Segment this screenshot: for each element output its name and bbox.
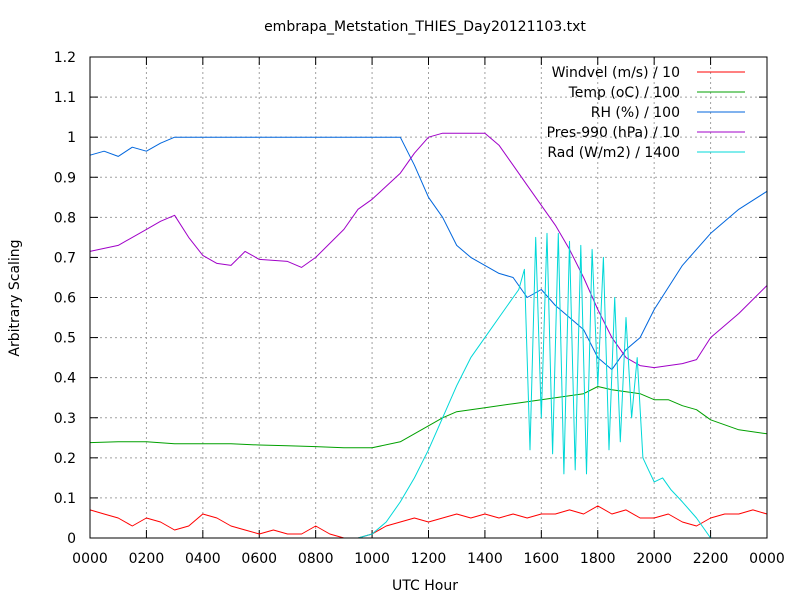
y-tick-label: 0.9 — [54, 170, 76, 186]
x-tick-label: 1600 — [524, 551, 560, 567]
legend-label: Pres-990 (hPa) / 10 — [547, 125, 680, 141]
x-axis-label: UTC Hour — [392, 578, 458, 594]
series-line-4 — [357, 232, 712, 539]
legend-label: RH (%) / 100 — [591, 105, 680, 121]
y-tick-label: 1.1 — [54, 90, 76, 106]
x-tick-label: 0800 — [298, 551, 334, 567]
x-tick-label: 1400 — [467, 551, 503, 567]
axis-ticks: 0 0.1 0.2 0.3 0.4 0.5 0.6 0.7 0.8 0.9 1 1.1 1.2 0000 0… — [54, 50, 785, 567]
x-tick-label: 2000 — [636, 551, 672, 567]
x-tick-label: 1200 — [411, 551, 447, 567]
x-tick-label: 0600 — [241, 551, 277, 567]
y-tick-label: 0.6 — [54, 291, 76, 307]
x-tick-label: 0200 — [129, 551, 165, 567]
y-tick-label: 0.7 — [54, 250, 76, 266]
y-tick-label: 0.2 — [54, 451, 76, 467]
y-tick-label: 0.1 — [54, 491, 76, 507]
y-tick-label: 0 — [67, 531, 76, 547]
legend-label: Windvel (m/s) / 10 — [552, 65, 680, 81]
y-tick-label: 0.3 — [54, 411, 76, 427]
x-tick-label: 0000 — [72, 551, 108, 567]
x-tick-label: 2200 — [693, 551, 729, 567]
series-line-0 — [89, 505, 768, 539]
x-tick-label: 1000 — [354, 551, 390, 567]
series-line-1 — [89, 386, 768, 449]
series-line-2 — [89, 136, 768, 371]
legend-label: Temp (oC) / 100 — [568, 85, 680, 101]
x-tick-label: 0000 — [749, 551, 785, 567]
x-tick-label: 1800 — [580, 551, 616, 567]
series-line-3 — [89, 132, 768, 369]
y-tick-label: 0.5 — [54, 331, 76, 347]
legend: Windvel (m/s) / 10 Temp (oC) / 100 RH (%) … — [547, 65, 745, 161]
y-tick-label: 1 — [67, 130, 76, 146]
y-tick-label: 0.4 — [54, 371, 76, 387]
y-tick-label: 1.2 — [54, 50, 76, 66]
y-axis-label: Arbitrary Scaling — [7, 239, 23, 356]
y-tick-label: 0.8 — [54, 210, 76, 226]
x-tick-label: 0400 — [185, 551, 221, 567]
chart-title: embrapa_Metstation_THIES_Day20121103.txt — [264, 19, 586, 35]
legend-label: Rad (W/m2) / 1400 — [547, 145, 680, 161]
series-lines — [89, 132, 768, 539]
plot-frame — [89, 56, 768, 539]
